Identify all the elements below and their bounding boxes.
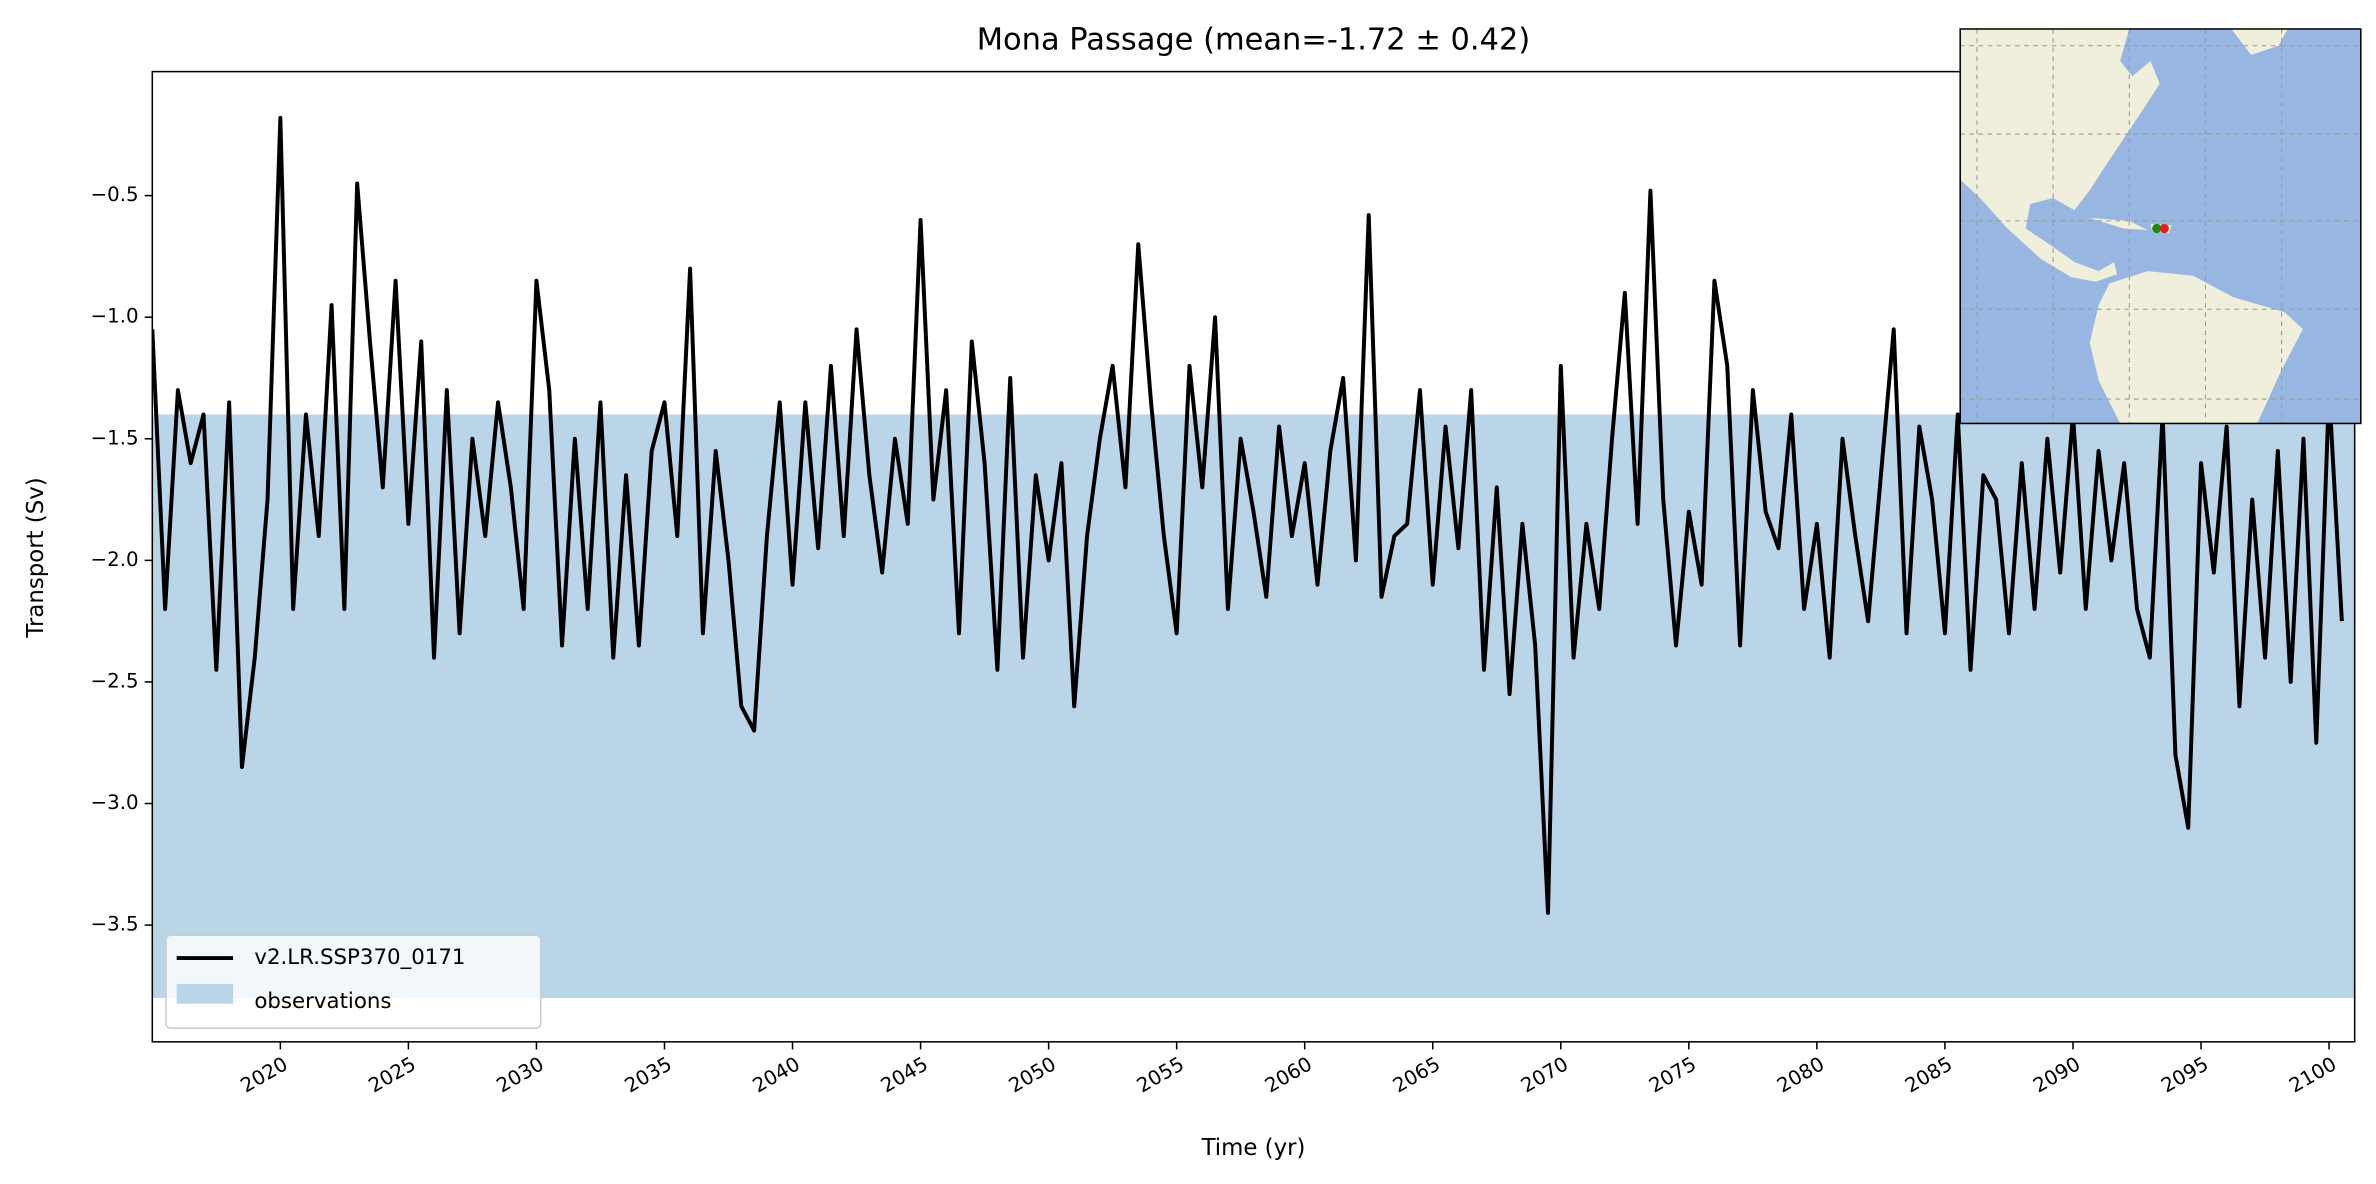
inset-frame (1959, 28, 2362, 425)
y-tick-label: −1.0 (91, 305, 139, 328)
land (2231, 28, 2288, 55)
legend-patch (176, 983, 234, 1004)
land (1960, 28, 2160, 282)
series-line (152, 115, 2344, 915)
map-grid (1960, 28, 2361, 424)
y-tick-label: −3.5 (91, 913, 139, 936)
y-tick-label: −0.5 (91, 183, 139, 206)
map-marker (2159, 223, 2169, 234)
inset-map (1959, 28, 2362, 425)
x-axis-label: Time (yr) (1201, 1135, 1306, 1161)
y-tick-label: −1.5 (91, 426, 139, 449)
y-tick-label: −2.0 (91, 548, 139, 571)
land (2089, 217, 2148, 231)
legend-label: observations (254, 989, 391, 1014)
legend-box (165, 934, 542, 1029)
y-tick-label: −2.5 (91, 669, 139, 692)
axes-frame (151, 70, 2356, 1043)
chart-title: Mona Passage (mean=-1.72 ± 0.42) (977, 23, 1530, 58)
y-tick-label: −3.0 (91, 791, 139, 814)
map-marker (2152, 223, 2162, 234)
legend-label: v2.LR.SSP370_0171 (254, 945, 465, 970)
legend: v2.LR.SSP370_0171 observations (165, 934, 542, 1029)
y-axis-label: Transport (Sv) (23, 477, 49, 638)
